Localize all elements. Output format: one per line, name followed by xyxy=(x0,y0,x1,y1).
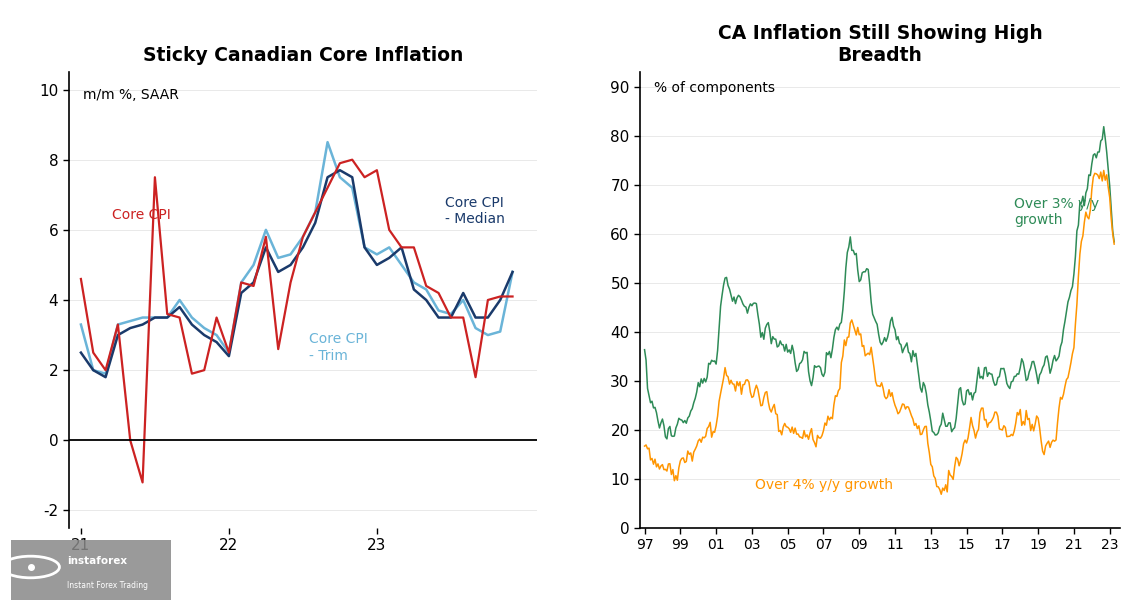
Text: Core CPI
- Median: Core CPI - Median xyxy=(445,196,504,226)
Text: Core CPI: Core CPI xyxy=(112,208,170,223)
Title: CA Inflation Still Showing High
Breadth: CA Inflation Still Showing High Breadth xyxy=(718,24,1042,65)
Text: Core CPI
- Trim: Core CPI - Trim xyxy=(309,332,368,362)
Title: Sticky Canadian Core Inflation: Sticky Canadian Core Inflation xyxy=(143,46,463,65)
Text: instaforex: instaforex xyxy=(67,556,128,566)
Text: Instant Forex Trading: Instant Forex Trading xyxy=(67,581,149,589)
Text: % of components: % of components xyxy=(655,81,775,95)
Text: m/m %, SAAR: m/m %, SAAR xyxy=(82,88,178,102)
Text: Over 4% y/y growth: Over 4% y/y growth xyxy=(754,478,893,492)
Text: Over 3% y/y
growth: Over 3% y/y growth xyxy=(1014,197,1100,227)
